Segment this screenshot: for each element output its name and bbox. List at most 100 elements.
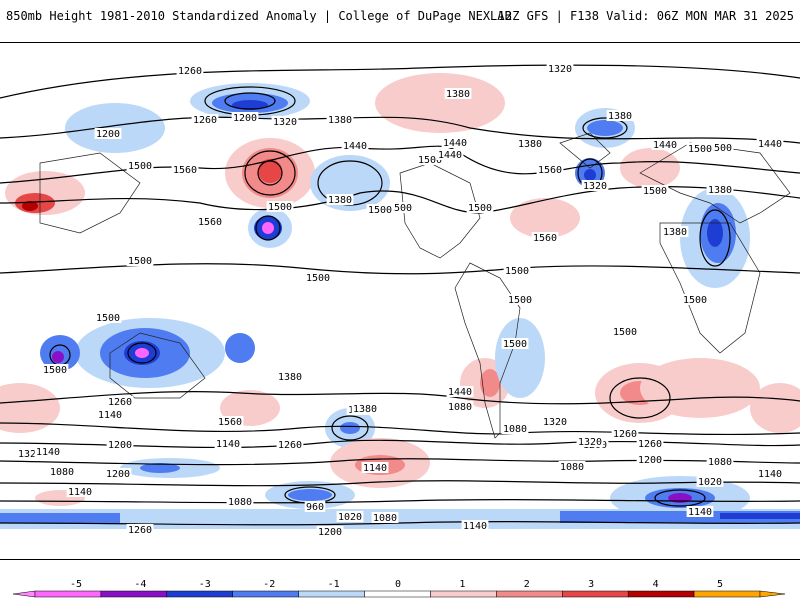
contour-label: 1500 [503,339,527,350]
contour-label-bg [106,396,134,407]
header-bar: 850mb Height 1981-2010 Standardized Anom… [0,0,800,42]
anomaly-map: 1260 1320 1200 1260 1200 1320 1380 1380 1380 1440… [0,42,800,560]
contour-label: 1440 [438,150,462,161]
colorbar-tick-label: -2 [263,579,275,590]
height-contour-ring [654,489,706,507]
colorbar-box [166,590,233,598]
contour-label: 1380 [353,404,377,415]
contour-label: 1320 [543,417,567,428]
anomaly-blob [510,198,580,238]
height-contour [0,521,800,526]
height-contour-ring [699,209,731,267]
contour-label: 1320 [18,449,42,460]
colorbar-box [232,590,299,598]
coastline [39,152,141,234]
contour-label: 1500 [128,161,152,172]
colorbar-min-arrow [12,590,36,598]
contour-label-bg [66,486,94,497]
contour-label: 1140 [68,487,92,498]
anomaly-blob [232,100,268,110]
contour-label: 1500 [268,202,292,213]
contour-label-bg [576,436,604,447]
contour-label-bg [546,63,574,74]
contour-label-bg [541,416,569,427]
anomaly-blob [0,383,60,433]
colorbar-tick-label: 0 [395,579,401,590]
contour-label-bg [326,114,354,125]
anomaly-blob [52,351,64,363]
contour-label: 1500 [508,295,532,306]
contour-label: 1140 [216,439,240,450]
contour-label: 1500 [643,186,667,197]
contour-label: 1020 [698,477,722,488]
contour-label: 1080 [373,513,397,524]
colorbar-box [562,590,629,598]
anomaly-blob [340,422,360,434]
colorbar-tick-label: -1 [328,579,340,590]
contour-label-bg [326,194,354,205]
contour-label: 1440 [758,139,782,150]
contour-label-bg [501,338,529,349]
contour-label: 1020 [338,512,362,523]
contour-label: 1140 [758,469,782,480]
contour-label: 1380 [328,195,352,206]
contour-label-bg [191,114,219,125]
contour-label-bg [536,164,564,175]
colorbar-tick-label: 3 [588,579,594,590]
colorbar-tick-label: -4 [134,579,146,590]
colorbar-tick-label: 1 [459,579,465,590]
height-contour-ring [609,377,671,419]
anomaly-blob [225,333,255,363]
contour-label: 1500 [683,295,707,306]
contour-label-bg [176,65,204,76]
contour-label-bg [304,272,332,283]
contour-label-bg [266,201,294,212]
anomaly-blob [375,73,505,133]
polar-anomaly-band [720,513,800,519]
colorbar-box [496,590,563,598]
height-contour [0,480,800,487]
contour-label-bg [126,255,154,266]
contour-label-bg [96,409,124,420]
contour-label: 1560 [218,417,242,428]
height-contour [0,64,800,99]
contour-label: 1260 [108,397,132,408]
contour-label-bg [661,226,689,237]
contour-label: 1500 [368,205,392,216]
contour-label: 1140 [36,447,60,458]
anomaly-blob [262,222,274,234]
colorbar-tick-label: 5 [717,579,723,590]
contour-label-bg [461,520,489,531]
colorbar-tick-label: 2 [524,579,530,590]
contour-label: 1320 [273,117,297,128]
anomaly-blob [640,358,760,418]
contour-label-bg [48,466,76,477]
contour-label-bg [466,202,494,213]
contour-label-bg [611,428,639,439]
colorbar-tick-label: -5 [70,579,82,590]
contour-label: 1560 [173,165,197,176]
contour-label: 1500 [505,266,529,277]
contour-label-bg [681,294,709,305]
contour-label: 1320 [578,437,602,448]
contour-label-bg [94,128,122,139]
contour-label: 1080 [560,462,584,473]
coastline [559,132,611,169]
anomaly-shading [0,73,800,529]
height-contour-ring [244,150,296,196]
contour-label-bg [706,142,734,153]
colorbar-boxes [12,590,786,598]
contour-label-bg [276,371,304,382]
colorbar-tick-label: 4 [653,579,659,590]
height-contour-ring [257,160,283,186]
contour-label-bg [304,501,326,512]
contour-label-bg [446,401,474,412]
contour-label-bg [386,202,414,213]
anomaly-blob [587,120,623,136]
contour-label: 1500 [708,143,732,154]
contour-label-bg [436,149,464,160]
contour-label-bg [171,164,199,175]
contour-label-bg [506,294,534,305]
colorbar-box [364,590,431,598]
contour-label: 1440 [443,138,467,149]
